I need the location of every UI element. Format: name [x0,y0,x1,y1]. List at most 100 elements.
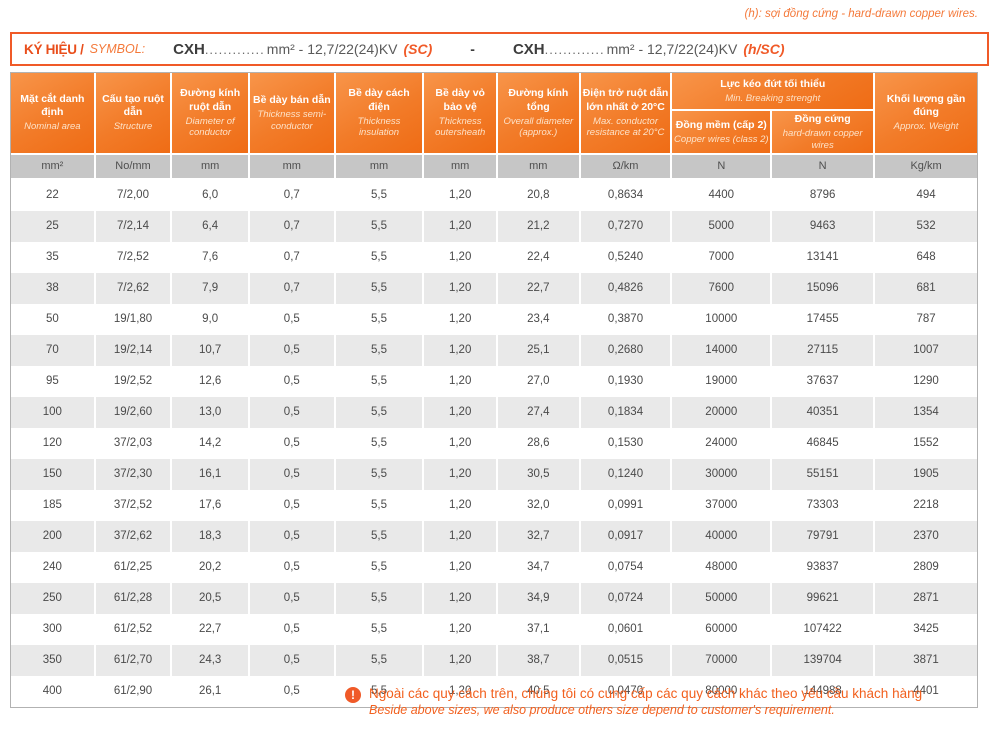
table-cell: 5,5 [335,644,425,676]
table-cell: 7,6 [172,241,250,273]
table-row: 350 61/2,70 24,3 0,5 5,5 1,20 38,7 0,0515 70000 1… [11,644,977,676]
table-cell: 19/2,14 [95,334,173,366]
table-cell: 5,5 [335,582,425,614]
header-label-vi: Bề dày cách điện [348,87,410,113]
table-cell: 13,0 [172,396,250,428]
table-cell: 100 [11,396,96,428]
table-cell: 350 [11,644,96,676]
table-cell: 9,0 [172,303,250,335]
table-cell: 532 [875,210,977,242]
table-cell: 5,5 [335,489,425,521]
table-cell: 22,4 [497,241,581,273]
table-cell: 0,0991 [580,489,673,521]
table-row: 100 19/2,60 13,0 0,5 5,5 1,20 27,4 0,1834 20000 4… [11,396,977,428]
table-cell: 30,5 [497,458,581,490]
header-label-vi: Điện trở ruột dẫn lớn nhất ở 20°C [582,87,669,113]
table-cell: 37637 [772,365,876,397]
table-cell: 0,7 [249,241,336,273]
table-cell: 32,0 [497,489,581,521]
table-cell: 1354 [875,396,977,428]
symbol-label-vi: KÝ HIỆU / [24,41,84,57]
header-overall-diameter: Đường kính tổng Overall diameter (approx… [497,73,581,155]
table-cell: 144988 [772,675,876,707]
table-cell: 0,5 [249,427,336,459]
table-cell: 23,4 [497,303,581,335]
header-label-en: Overall diameter (approx.) [503,115,574,139]
table-cell: 12,6 [172,365,250,397]
table-cell: 20,8 [497,179,581,211]
table-cell: 50000 [672,582,773,614]
footer-text-en: Beside above sizes, we also produce othe… [369,702,835,717]
table-cell: 1,20 [424,520,498,552]
code-variant-hsc: (h/SC) [743,40,785,57]
table-cell: 150 [11,458,96,490]
table-cell: 18,3 [172,520,250,552]
unit-cell: mm [335,154,425,180]
table-cell: 35 [11,241,96,273]
table-cell: 1,20 [424,396,498,428]
table-cell: 5,5 [335,272,425,304]
header-weight: Khối lượng gần đúng Approx. Weight [875,73,977,155]
table-row: 120 37/2,03 14,2 0,5 5,5 1,20 28,6 0,1530 24000 4… [11,427,977,459]
table-cell: 55151 [772,458,876,490]
table-row: 200 37/2,62 18,3 0,5 5,5 1,20 32,7 0,0917 40000 7… [11,520,977,552]
table-cell: 20,2 [172,551,250,583]
code-spec: mm² - 12,7/22(24)KV [266,40,398,57]
table-cell: 37/2,30 [95,458,173,490]
table-cell: 22,7 [172,613,250,645]
table-cell: 40,5 [497,675,581,707]
table-cell: 37/2,52 [95,489,173,521]
table-cell: 4400 [672,179,773,211]
table-cell: 1,20 [424,365,498,397]
table-cell: 34,7 [497,551,581,583]
header-outersheath-thickness: Bề dày vỏ bảo vệ Thickness outersheath [424,73,498,155]
table-cell: 1,20 [424,210,498,242]
table-cell: 80000 [672,675,773,707]
table-cell: 5,5 [335,458,425,490]
header-label-vi: Đồng cứng [794,113,851,125]
header-label-vi: Đồng mềm (cấp 2) [675,118,767,131]
table-cell: 40000 [672,520,773,552]
header-label-en: Diameter of conductor [185,115,235,139]
table-cell: 1,20 [424,613,498,645]
table-cell: 0,1530 [580,427,673,459]
table-cell: 1,20 [424,179,498,211]
table-cell: 200 [11,520,96,552]
table-cell: 648 [875,241,977,273]
table-cell: 16,1 [172,458,250,490]
table-cell: 5,5 [335,365,425,397]
table-row: 50 19/1,80 9,0 0,5 5,5 1,20 23,4 0,3870 10000 174… [11,303,977,335]
table-cell: 0,0515 [580,644,673,676]
table-cell: 0,5 [249,396,336,428]
table-cell: 60000 [672,613,773,645]
header-structure: Cấu tạo ruột dẫn Structure [95,73,173,155]
header-label-en: Nominal area [24,121,81,133]
table-cell: 5,5 [335,427,425,459]
table-cell: 19/2,60 [95,396,173,428]
table-cell: 40351 [772,396,876,428]
table-cell: 38,7 [497,644,581,676]
table-cell: 19000 [672,365,773,397]
table-cell: 22,7 [497,272,581,304]
table-cell: 27,4 [497,396,581,428]
table-cell: 61/2,70 [95,644,173,676]
table-cell: 24,3 [172,644,250,676]
table-cell: 17455 [772,303,876,335]
table-cell: 0,7 [249,272,336,304]
table-cell: 0,5 [249,334,336,366]
table-cell: 13141 [772,241,876,273]
table-cell: 37/2,03 [95,427,173,459]
code-variant-sc: (SC) [403,40,433,57]
table-cell: 17,6 [172,489,250,521]
table-cell: 0,1930 [580,365,673,397]
table-cell: 0,7 [249,179,336,211]
table-cell: 185 [11,489,96,521]
header-label-vi: Cấu tạo ruột dẫn [102,93,164,119]
code-prefix: CXH [512,40,545,58]
table-cell: 0,3870 [580,303,673,335]
header-hard-drawn-copper: Đồng cứng hard-drawn copper wires [772,111,876,155]
table-cell: 1,20 [424,334,498,366]
table-row: 185 37/2,52 17,6 0,5 5,5 1,20 32,0 0,0991 37000 7… [11,489,977,521]
cable-code-sc: CXH ............. mm² - 12,7/22(24)KV (S… [173,41,432,58]
footer-text-vi: Ngoài các quy cách trên, chúng tôi có cu… [369,686,923,701]
